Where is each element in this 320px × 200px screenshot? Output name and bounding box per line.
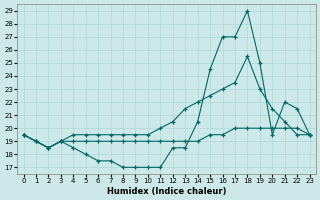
X-axis label: Humidex (Indice chaleur): Humidex (Indice chaleur): [107, 187, 226, 196]
